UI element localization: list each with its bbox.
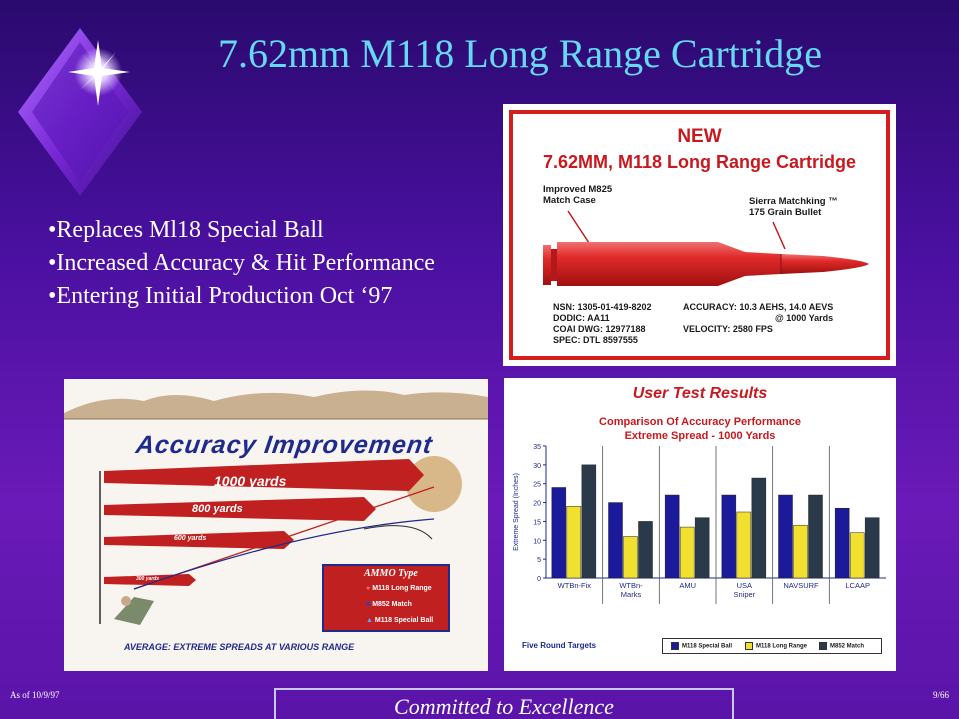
legend-swatch [819,642,827,650]
bar [834,507,850,579]
y-tick-label: 30 [533,463,541,470]
bar [623,536,638,579]
range-label-1000: 1000 yards [214,473,287,489]
bar [864,517,880,579]
y-axis-label: Extreme Spread (Inches) [513,473,520,551]
y-tick-label: 35 [533,444,541,451]
category-label: Sniper [733,590,755,599]
bar [778,494,793,579]
chart-subtitle-1: Comparison Of Accuracy Performance [599,416,801,428]
specs-left: NSN: 1305-01-419-8202 DODIC: AA11 COAI D… [553,302,652,345]
legend-swatch [671,642,679,650]
y-tick-label: 15 [533,519,541,526]
bar [608,502,623,579]
cartridge-panel-frame: NEW 7.62MM, M118 Long Range Cartridge Im… [509,110,890,360]
five-round-label: Five Round Targets [522,641,597,650]
category-label: NAVSURF [783,581,819,590]
cartridge-illustration [543,210,869,286]
y-tick-label: 0 [537,576,541,583]
ammo-type-legend: AMMO Type ● M118 Long Range ■ M852 Match… [322,564,450,632]
footer-date: As of 10/9/97 [10,690,60,700]
category-label: WTBn- [619,581,643,590]
range-label-800: 800 yards [192,503,243,515]
category-label: WTBn-Fix [558,581,592,590]
range-illustration [64,390,488,625]
average-label: AVERAGE: EXTREME SPREADS AT VARIOUS RANG… [124,642,355,652]
slide-title: 7.62mm M118 Long Range Cartridge [218,31,822,76]
bar [679,526,695,579]
legend-swatch [745,642,753,650]
ammo-type-title: AMMO Type [364,568,418,579]
bullet-label: Sierra Matchking ™ 175 Grain Bullet [749,196,838,218]
case-label: Improved M825 Match Case [543,184,613,206]
category-label: USA [737,581,752,590]
y-tick-label: 10 [533,538,541,545]
category-label: LCAAP [845,581,870,590]
ammo-item: ● M118 Long Range [366,585,432,592]
bar [694,517,710,579]
page-number: 9/66 [932,690,949,700]
motto-box: Committed to Excellence [274,688,734,719]
chart-title: User Test Results [632,385,768,402]
bar [664,494,680,579]
accuracy-title: Accuracy Improvement [134,431,435,459]
accuracy-bar-chart: 0 5 10 15 20 25 30 35 Extreme Spread (Inches) WTB… [513,444,886,604]
category-label: Marks [621,590,642,599]
cartridge-name: 7.62MM, M118 Long Range Cartridge [542,152,857,172]
bar [551,487,567,579]
cartridge-panel: NEW 7.62MM, M118 Long Range Cartridge Im… [503,104,896,366]
category-label: AMU [679,581,696,590]
user-test-results-panel: User Test Results Comparison Of Accuracy… [504,378,896,671]
range-label-600: 600 yards [174,535,207,542]
diamond-star-logo [18,28,142,196]
y-tick-label: 20 [533,501,541,508]
bullet-item: •Entering Initial Production Oct ‘97 [48,283,393,309]
chart-legend: M118 Special Ball M118 Long Range M852 M… [662,638,882,654]
y-tick-label: 5 [537,557,541,564]
specs-right: ACCURACY: 10.3 AEHS, 14.0 AEVS @ 1000 Ya… [683,302,834,334]
y-tick-label: 25 [533,482,541,489]
bullet-item: •Replaces Ml18 Special Ball [48,217,324,243]
bar [736,511,752,579]
legend-item: M118 Special Ball [671,642,732,650]
chart-subtitle-2: Extreme Spread - 1000 Yards [624,430,776,442]
bar [721,494,737,579]
bar [638,521,653,579]
bullet-item: •Increased Accuracy & Hit Performance [48,250,435,276]
range-label-300: 300 yards [136,576,160,582]
bar [849,532,865,579]
ammo-item: ■ M852 Match [366,601,412,608]
bar [751,477,767,579]
bar [793,524,808,579]
ammo-item: ▲ M118 Special Ball [366,617,434,624]
legend-item: M852 Match [819,642,864,650]
cartridge-new-label: NEW [677,126,722,147]
bullet-list: •Replaces Ml18 Special Ball •Increased A… [48,214,435,313]
bar [566,506,582,579]
legend-item: M118 Long Range [745,642,807,650]
bar [581,464,597,579]
bar [808,494,823,579]
accuracy-improvement-panel: Accuracy Improvement 1000 yards 800 yard… [64,379,488,671]
